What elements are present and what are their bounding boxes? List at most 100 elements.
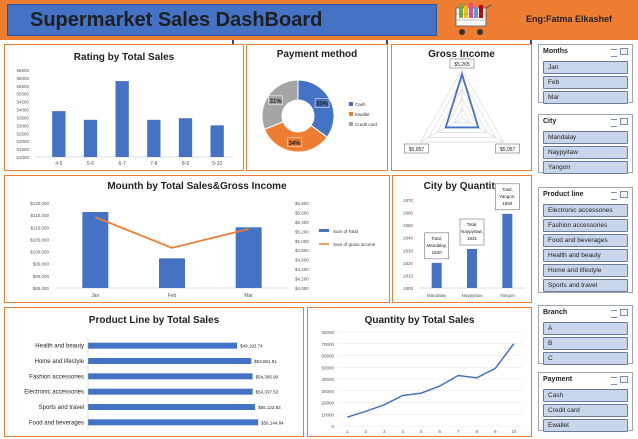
data-label: $54,337.53 <box>256 390 279 395</box>
x-tick-label: 1 <box>346 429 349 434</box>
slicer-item-fashion[interactable]: Fashion accessories <box>543 219 628 232</box>
y-tick-label: 1870 <box>403 198 414 203</box>
dashboard-header: Supermarket Sales DashBoard Eng:Fatma El… <box>0 0 638 40</box>
x-tick-label: 6 <box>438 429 441 434</box>
bar <box>431 262 442 288</box>
y-tick-label: 56500 <box>16 68 29 73</box>
y-tick-label: 52500 <box>16 131 29 136</box>
y2-tick-label: $4,800 <box>295 248 309 253</box>
y-tick-label: $95,000 <box>33 262 50 267</box>
y-tick-label: $105,000 <box>30 237 49 242</box>
bar <box>115 81 129 157</box>
x-tick-label: 9 <box>494 429 497 434</box>
y-tick-label: 51500 <box>16 147 29 152</box>
y-tick-label: 1860 <box>403 211 414 216</box>
multi-select-icon[interactable] <box>611 119 617 127</box>
separator <box>530 40 532 44</box>
category-label: Food and beverages <box>29 420 84 426</box>
data-label: $49,193.74 <box>240 344 263 349</box>
slicer-item-ewallet[interactable]: Ewallet <box>543 419 628 432</box>
y-tick-label: 30000 <box>321 389 334 394</box>
y-tick-label: 51000 <box>16 155 29 160</box>
data-label-box <box>495 183 520 211</box>
x-tick-label: 2 <box>364 429 367 434</box>
data-label: $5,057 <box>409 147 425 153</box>
slicer-item-mandalay[interactable]: Mandalay <box>543 131 628 144</box>
data-label-box <box>287 137 302 148</box>
slicer-item-food[interactable]: Food and beverages <box>543 234 628 247</box>
multi-select-icon[interactable] <box>611 49 617 57</box>
legend-label: Sum of Total <box>333 229 358 234</box>
bar <box>88 358 252 364</box>
clear-filter-icon[interactable] <box>620 309 628 316</box>
product-chart-title: Product Line by Total Sales <box>88 315 220 326</box>
slicer-item-electronic[interactable]: Electronic accessories <box>543 204 628 217</box>
clear-filter-icon[interactable] <box>620 191 628 198</box>
data-label: Total, <box>431 236 442 241</box>
data-label: Total, <box>467 222 478 227</box>
category-label: Home and lifestyle <box>35 359 85 365</box>
multi-select-icon[interactable] <box>611 377 617 385</box>
city-chart-title: City by Quantity <box>423 181 501 192</box>
slicer-title-text: City <box>543 118 557 125</box>
gross-chart-title: Gross Income <box>428 49 495 60</box>
bar <box>159 258 185 288</box>
multi-select-icon[interactable] <box>611 192 617 200</box>
month-chart: $85,000 $90,000 $95,000 $100,000 $105,000 $11… <box>30 201 376 299</box>
slicer-city: City Mandalay Naypyitaw Yangon <box>538 114 633 174</box>
legend-swatch <box>319 229 329 232</box>
x-tick-label: 9-10 <box>212 161 222 167</box>
slicer-item-naypyitaw[interactable]: Naypyitaw <box>543 146 628 159</box>
slicer-item-credit-card[interactable]: Credit card <box>543 404 628 417</box>
radar-grid <box>419 69 505 143</box>
clear-filter-icon[interactable] <box>620 118 628 125</box>
y-tick-label: 1830 <box>403 248 414 253</box>
x-tick-label: 8-9 <box>182 161 189 167</box>
slicer-item-health[interactable]: Health and beauty <box>543 249 628 262</box>
x-tick-label: Mandalay <box>427 293 447 298</box>
data-label: 34% <box>289 141 302 147</box>
slicer-item-b[interactable]: B <box>543 337 628 350</box>
data-label-box <box>268 95 283 106</box>
data-label: 1820 <box>432 250 443 255</box>
slicer-branch: Branch A B C <box>538 305 633 365</box>
data-label: $54,305.90 <box>256 374 279 379</box>
slicer-item-mar[interactable]: Mar <box>543 91 628 104</box>
legend-swatch <box>349 122 353 126</box>
slicer-item-sports[interactable]: Sports and travel <box>543 279 628 292</box>
y-tick-label: $90,000 <box>33 274 50 279</box>
x-tick-label: Naypyitaw <box>462 293 484 298</box>
slicer-item-yangon[interactable]: Yangon <box>543 161 628 174</box>
slicer-item-home[interactable]: Home and lifestyle <box>543 264 628 277</box>
slicer-item-feb[interactable]: Feb <box>543 76 628 89</box>
rating-chart-title: Rating by Total Sales <box>73 52 175 63</box>
slicer-item-jan[interactable]: Jan <box>543 61 628 74</box>
slicer-item-c[interactable]: C <box>543 352 628 365</box>
bar <box>82 211 109 288</box>
slicer-item-a[interactable]: A <box>543 322 628 335</box>
y-tick-label: 40000 <box>321 377 334 382</box>
gross-chart-panel: Gross Income $5,265 $5,057 $5,057 <box>391 44 532 171</box>
author-label: Eng:Fatma Elkashef <box>526 14 613 24</box>
multi-select-icon[interactable] <box>611 310 617 318</box>
legend-label: Ewallet <box>355 112 370 117</box>
slicer-title: Branch <box>539 306 632 320</box>
category-label: Health and beauty <box>35 344 84 350</box>
clear-filter-icon[interactable] <box>620 376 628 383</box>
x-tick-label: Mar <box>244 293 253 299</box>
bar <box>88 404 256 410</box>
y-tick-label: 55500 <box>16 84 29 89</box>
product-chart: Health and beauty $49,193.74 Home and life… <box>24 338 284 430</box>
data-label-box <box>314 98 330 108</box>
data-label: Naypyitaw, <box>461 229 483 234</box>
x-tick-label: 6-7 <box>119 161 126 167</box>
data-label: $55,122.83 <box>258 405 281 410</box>
line-series <box>94 216 249 249</box>
slicer-title-text: Branch <box>543 309 568 316</box>
slicer-item-cash[interactable]: Cash <box>543 389 628 402</box>
city-chart-panel: City by Quantity 1800 1810 1820 1830 1840 185… <box>392 175 532 303</box>
clear-filter-icon[interactable] <box>620 48 628 55</box>
slicer-title: City <box>539 115 632 129</box>
y-tick-label: 53500 <box>16 115 29 120</box>
payment-chart-title: Payment method <box>276 49 358 60</box>
